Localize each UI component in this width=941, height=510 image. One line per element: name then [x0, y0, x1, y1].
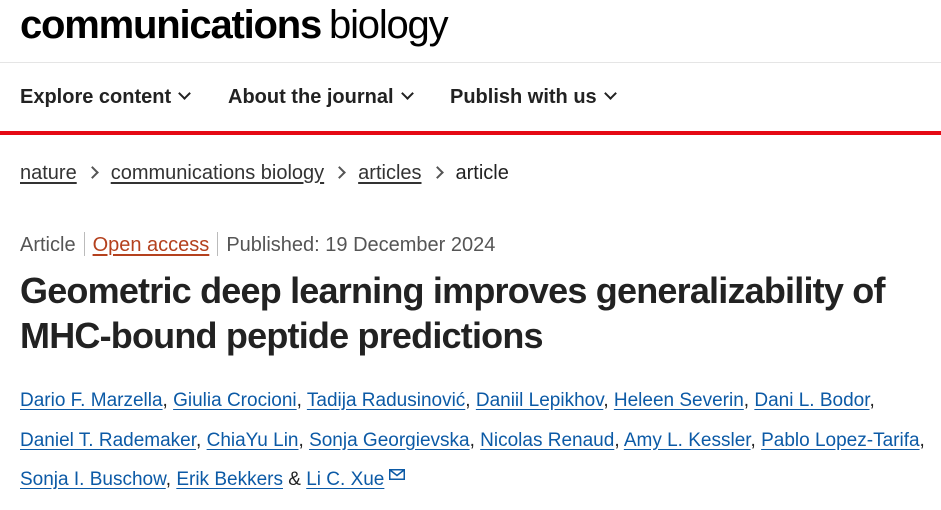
author-link[interactable]: Dani L. Bodor	[754, 390, 870, 411]
author-link[interactable]: Erik Bekkers	[176, 469, 283, 490]
logo-bold-text: communications	[20, 3, 322, 47]
logo-light-text: biology	[329, 3, 449, 47]
author-link[interactable]: Heleen Severin	[613, 390, 744, 411]
breadcrumb-communications-biology[interactable]: communications biology	[110, 162, 325, 184]
nav-label: About the journal	[228, 86, 394, 108]
author-link[interactable]: Nicolas Renaud	[480, 429, 615, 451]
author-link[interactable]: Daniel T. Rademaker	[20, 429, 197, 451]
published-date: Published: 19 December 2024	[226, 234, 496, 256]
breadcrumb-nature[interactable]: nature	[20, 162, 77, 184]
article-title: Geometric deep learning improves general…	[20, 270, 885, 356]
author-list: Dario F. Marzella, Giulia Crocioni, Tadi…	[20, 390, 925, 490]
chevron-down-icon	[400, 87, 414, 100]
author-link[interactable]: Dario F. Marzella	[20, 390, 163, 411]
open-access-link[interactable]: Open access	[92, 234, 210, 256]
article-meta: Article Open access Published: 19 December…	[20, 232, 495, 257]
author-link[interactable]: Pablo Lopez-Tarifa	[761, 429, 920, 451]
author-link[interactable]: Amy L. Kessler	[623, 429, 751, 451]
chevron-down-icon	[603, 87, 617, 100]
chevron-right-icon	[85, 166, 99, 179]
breadcrumb-current: article	[455, 162, 509, 184]
nav-explore-content[interactable]: Explore content	[20, 86, 192, 109]
site-header: communications biology	[0, 0, 941, 63]
nav-label: Explore content	[20, 86, 172, 108]
author-link[interactable]: Sonja Georgievska	[309, 429, 470, 451]
breadcrumb-articles[interactable]: articles	[358, 162, 422, 184]
journal-logo[interactable]: communications biology	[20, 3, 449, 48]
article-type: Article	[20, 234, 76, 256]
author-link[interactable]: Sonja I. Buschow	[20, 469, 166, 490]
main-nav: Explore content About the journal Publis…	[0, 63, 941, 135]
nav-publish-with-us[interactable]: Publish with us	[450, 86, 617, 109]
author-link[interactable]: Tadija Radusinović	[306, 390, 466, 411]
divider	[83, 232, 85, 256]
breadcrumb: nature communications biology articles arti…	[20, 162, 509, 185]
mail-icon[interactable]	[389, 469, 406, 480]
divider	[217, 232, 219, 256]
author-link[interactable]: Daniil Lepikhov	[475, 390, 604, 411]
author-link-corresponding[interactable]: Li C. Xue	[306, 469, 385, 490]
author-link[interactable]: ChiaYu Lin	[206, 429, 299, 451]
author-link[interactable]: Giulia Crocioni	[173, 390, 297, 411]
chevron-down-icon	[178, 87, 192, 100]
nav-label: Publish with us	[450, 86, 597, 108]
chevron-right-icon	[430, 166, 444, 179]
chevron-right-icon	[333, 166, 347, 179]
nav-about-journal[interactable]: About the journal	[228, 86, 414, 109]
author-separator: &	[288, 469, 301, 490]
